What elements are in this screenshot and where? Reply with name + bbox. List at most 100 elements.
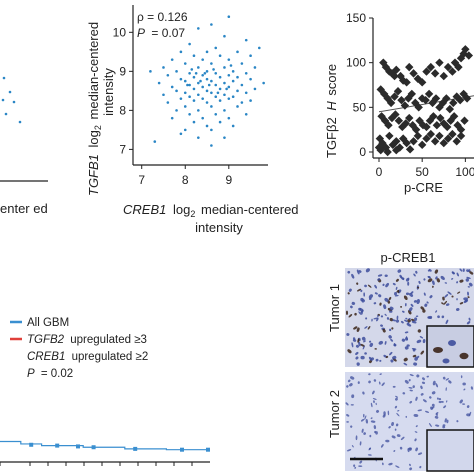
km-curve-all-gbm (0, 440, 210, 452)
ihc-tumor2-nucleus (408, 463, 411, 467)
ihc-tumor2-nucleus (370, 417, 373, 420)
ihc-tumor1-nucleus (351, 273, 355, 279)
km-p-value: P = 0.02 (27, 368, 73, 380)
scatter2-point (380, 116, 390, 125)
scatter2-x-tick-label: 50 (416, 165, 430, 179)
ihc-tumor1-nucleus (393, 343, 396, 347)
scatter2-point (450, 58, 460, 67)
ihc-tumor2-nucleus (395, 395, 399, 398)
scatter1-point (175, 89, 178, 93)
left-panel-point (4, 112, 8, 116)
scatter1-point (214, 46, 218, 50)
scatter1-y-tick-label: 10 (113, 25, 127, 39)
scatter2-point (431, 94, 441, 103)
scatter1-point (210, 79, 213, 83)
km-censor-mark (133, 446, 138, 451)
ihc-tumor1-nucleus (413, 362, 418, 366)
ihc-tumor1-nucleus (429, 295, 433, 299)
ihc-tumor1-nucleus (404, 303, 407, 307)
ihc-tumor1-nucleus (384, 297, 389, 302)
scatter1-point (223, 81, 226, 85)
ihc-tumor1-nucleus (354, 312, 357, 316)
scatter2-point (383, 147, 392, 157)
ihc-tumor1-nucleus (388, 335, 392, 339)
ihc-tumor1-nucleus (412, 348, 416, 352)
scatter1-point (205, 124, 209, 128)
ihc-tumor1-nucleus (419, 336, 424, 339)
scatter2-points (374, 45, 474, 157)
ihc-tumor1-inset-nuclei (433, 340, 469, 364)
scatter2-point (417, 78, 427, 87)
ihc-tumor1-nucleus (417, 286, 420, 289)
ihc-tumor1-nucleus (364, 284, 367, 288)
survival-panel: All GBM TGFB2 upregulated ≥3 CREB1 upreg… (0, 317, 210, 466)
ihc-tumor2-nucleus (363, 432, 366, 435)
scatter2-point (393, 87, 403, 96)
ihc-tumor2-nucleus (412, 385, 415, 389)
ihc-tumor1-nucleus (444, 282, 448, 284)
ihc-tumor2-nucleus (357, 381, 360, 384)
scatter2-point (439, 138, 448, 148)
ihc-tumor1-nucleus (389, 310, 393, 313)
scatter1-point (214, 112, 218, 116)
ihc-tumor1-nucleus (355, 344, 359, 348)
ihc-tumor1-nucleus (410, 303, 414, 307)
ihc-tumor1-inset-nucleus (442, 358, 450, 364)
scatter1-point (201, 58, 204, 61)
scatter2-point (407, 89, 417, 99)
ihc-tumor1-nucleus (426, 301, 429, 304)
ihc-tumor1-nucleus (389, 306, 394, 311)
scatter2-point (459, 49, 468, 58)
ihc-tumor2-nucleus (459, 399, 463, 404)
ihc-tumor1-nucleus (355, 356, 359, 360)
scatter2-point (443, 134, 453, 143)
ihc-row2-label: Tumor 2 (327, 390, 342, 438)
ihc-tumor2-nucleus (373, 400, 375, 404)
scatter2-point (402, 138, 411, 148)
ihc-tumor2-nucleus (391, 422, 394, 426)
scatter2-point (379, 58, 388, 67)
scatter1-point (214, 71, 218, 75)
ihc-tumor1-nucleus (405, 292, 410, 296)
ihc-tumor2-nucleus (350, 376, 355, 380)
scatter1-point (197, 136, 200, 139)
ihc-tumor1-nucleus (434, 269, 439, 274)
scatter2-point (415, 116, 424, 125)
ihc-tumor1-nucleus (351, 301, 356, 306)
ihc-tumor2-nucleus (394, 428, 397, 431)
ihc-tumor1-nucleus (416, 339, 422, 344)
ihc-tumor2-nucleus (378, 381, 381, 385)
ihc-tumor1-nucleus (469, 271, 474, 275)
scatter1-point (149, 70, 152, 73)
ihc-tumor1-nucleus (412, 354, 417, 358)
ihc-tumor1-nucleus (356, 327, 360, 332)
km-censor-mark (76, 444, 80, 449)
scatter1-point (210, 62, 213, 65)
ihc-tumor1-nucleus (423, 278, 426, 281)
ihc-tumor2-nucleus (365, 419, 369, 424)
ihc-tumor1-nucleus (355, 351, 359, 356)
scatter2-point (461, 45, 470, 54)
ihc-tumor2-nucleus (388, 462, 393, 466)
ihc-tumor2-nucleus (367, 454, 372, 456)
ihc-tumor1-nucleus (444, 294, 449, 298)
scatter1-point (223, 109, 226, 112)
scatter1-point (188, 71, 191, 75)
scatter1-y-tick-label: 7 (119, 142, 126, 156)
ihc-tumor1-nucleus (383, 304, 387, 310)
ihc-tumor2-nucleus (443, 405, 447, 409)
ihc-tumor1-nucleus (384, 274, 388, 278)
ihc-tumor2-nucleus (442, 376, 446, 380)
ihc-tumor1-nucleus (376, 317, 379, 322)
scatter1-point (197, 109, 200, 112)
scatter2-point (435, 131, 444, 141)
ihc-tumor2-nucleus (376, 409, 380, 413)
ihc-tumor1-nucleus (468, 317, 471, 321)
km-legend-creb1: CREB1 upregulated ≥2 (27, 351, 148, 363)
ihc-tumor1-nucleus (374, 292, 378, 295)
ihc-tumor2-nucleus (400, 436, 405, 441)
ihc-tumor1-nucleus (369, 359, 373, 364)
ihc-tumor2-nucleus (414, 431, 418, 433)
ihc-tumor1-nucleus (404, 346, 409, 350)
scatter2-point (464, 51, 474, 60)
